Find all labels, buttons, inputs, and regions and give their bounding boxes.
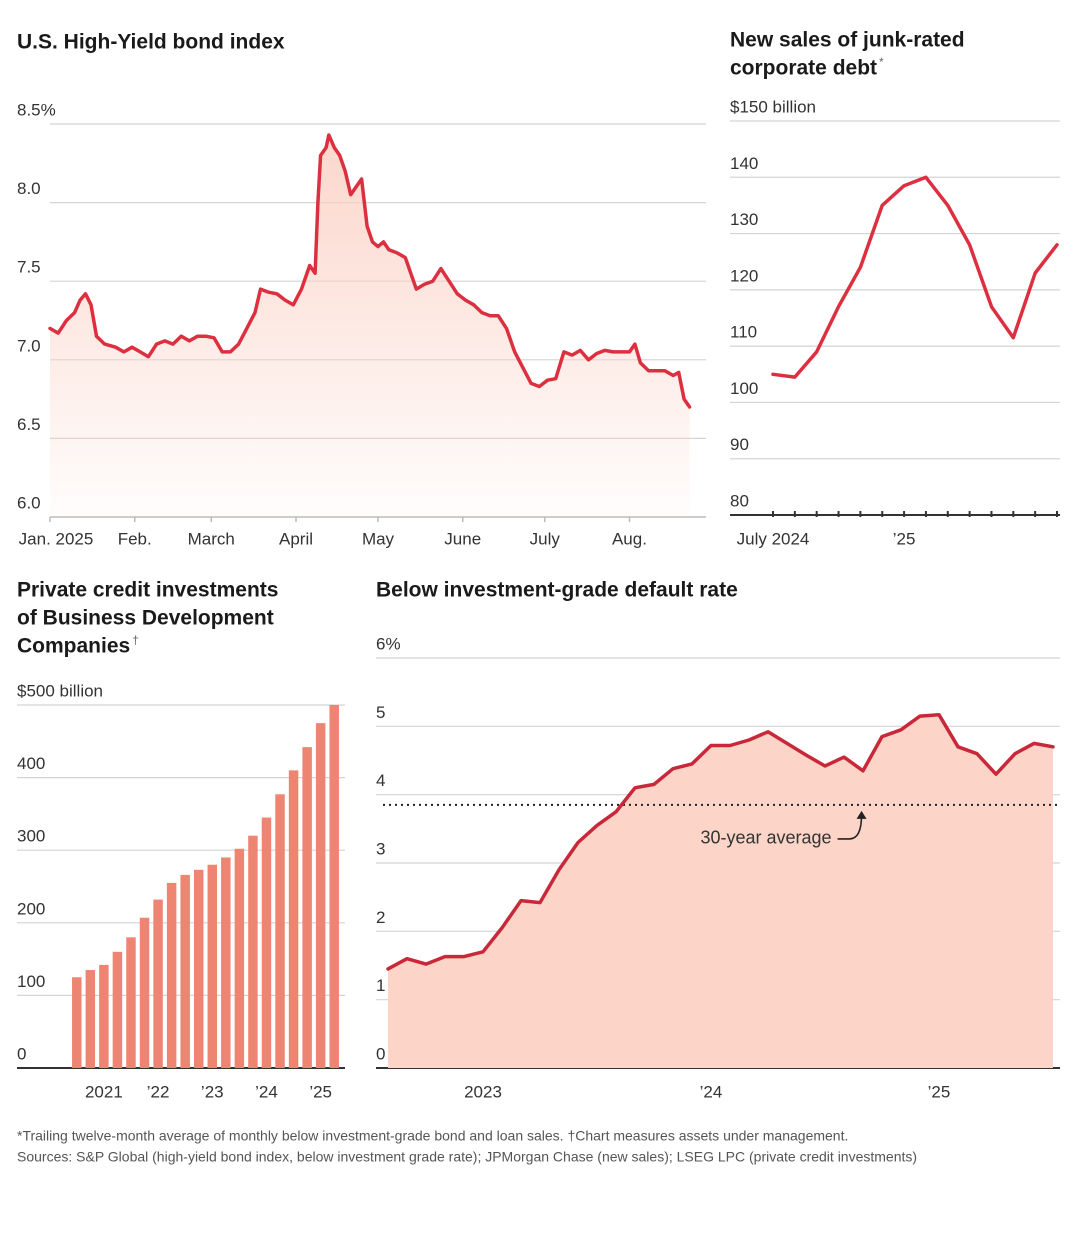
bar: [72, 977, 82, 1068]
bar: [153, 899, 163, 1068]
y-tick-label: 7.0: [17, 336, 41, 355]
bar: [315, 723, 326, 1068]
x-tick-label: 2021: [85, 1082, 123, 1101]
x-tick-label: 2023: [464, 1082, 502, 1101]
chart-title: Companies: [17, 635, 130, 658]
chart-title: corporate debt: [730, 57, 877, 80]
bar: [139, 917, 150, 1068]
bar: [166, 882, 177, 1068]
sources: Sources: S&P Global (high-yield bond ind…: [17, 1149, 917, 1165]
x-tick-label: ’24: [255, 1082, 278, 1101]
y-tick-label: 2: [376, 908, 385, 927]
y-tick-label: 110: [730, 323, 757, 342]
y-tick-label: 7.5: [17, 258, 41, 277]
x-tick-label: Jan. 2025: [19, 529, 94, 548]
y-tick-label: $500 billion: [17, 681, 103, 700]
bar: [99, 964, 109, 1068]
y-tick-label: 5: [376, 703, 385, 722]
bar: [288, 770, 299, 1068]
bar: [221, 857, 231, 1068]
y-tick-label: $150 billion: [730, 97, 816, 116]
x-tick-label: ’25: [928, 1082, 951, 1101]
bar: [193, 869, 204, 1068]
x-tick-label: ’24: [700, 1082, 723, 1101]
chart-title: New sales of junk-rated: [730, 29, 965, 52]
y-tick-label: 90: [730, 435, 749, 454]
y-tick-label: 6.0: [17, 493, 41, 512]
y-tick-label: 100: [17, 972, 45, 991]
x-tick-label: May: [362, 529, 395, 548]
y-tick-label: 100: [730, 379, 758, 398]
line: [48, 133, 692, 409]
title-note-mark: †: [132, 633, 139, 647]
y-tick-label: 1: [376, 976, 385, 995]
bar: [207, 864, 218, 1068]
y-tick-label: 0: [376, 1044, 385, 1063]
bar: [234, 848, 245, 1068]
bar: [126, 937, 136, 1068]
y-tick-label: 130: [730, 210, 758, 229]
y-tick-label: 0: [17, 1044, 26, 1063]
bar: [329, 705, 339, 1068]
x-tick-label: Feb.: [118, 529, 152, 548]
reference-label: 30-year average: [700, 828, 831, 848]
bar: [112, 951, 123, 1068]
title-note-mark: *: [879, 55, 884, 69]
x-tick-label: April: [279, 529, 313, 548]
area: [388, 714, 1053, 1068]
x-tick-label: June: [444, 529, 481, 548]
x-tick-label: July: [530, 529, 561, 548]
bar: [302, 747, 312, 1068]
chart-title: Below investment-grade default rate: [376, 579, 738, 602]
x-tick-label: Aug.: [612, 529, 647, 548]
y-tick-label: 6%: [376, 634, 401, 653]
x-tick-label: ’25: [309, 1082, 332, 1101]
y-tick-label: 200: [17, 899, 45, 918]
chart-title: of Business Development: [17, 607, 274, 630]
bar: [248, 835, 258, 1068]
y-tick-label: 3: [376, 839, 385, 858]
bar: [261, 817, 272, 1068]
x-tick-label: ’23: [201, 1082, 224, 1101]
bar: [275, 794, 285, 1068]
bar: [85, 969, 96, 1068]
annotation-arrow: [837, 814, 863, 840]
arrow-head: [856, 810, 867, 819]
line: [386, 712, 1055, 971]
y-tick-label: 80: [730, 491, 749, 510]
x-tick-label: March: [188, 529, 235, 548]
y-tick-label: 300: [17, 827, 45, 846]
y-tick-label: 4: [376, 771, 385, 790]
line: [771, 175, 1059, 379]
y-tick-label: 400: [17, 754, 45, 773]
footnote: *Trailing twelve-month average of monthl…: [17, 1128, 848, 1144]
chart-title: U.S. High-Yield bond index: [17, 31, 285, 54]
x-tick-label: ’25: [893, 529, 916, 548]
y-tick-label: 8.0: [17, 179, 41, 198]
x-tick-label: July 2024: [737, 529, 810, 548]
x-tick-label: ’22: [147, 1082, 170, 1101]
area: [50, 135, 690, 517]
chart-title: Private credit investments: [17, 579, 278, 602]
y-tick-label: 120: [730, 266, 758, 285]
y-tick-label: 8.5%: [17, 100, 56, 119]
y-tick-label: 140: [730, 154, 758, 173]
y-tick-label: 6.5: [17, 415, 41, 434]
bar: [180, 874, 190, 1068]
